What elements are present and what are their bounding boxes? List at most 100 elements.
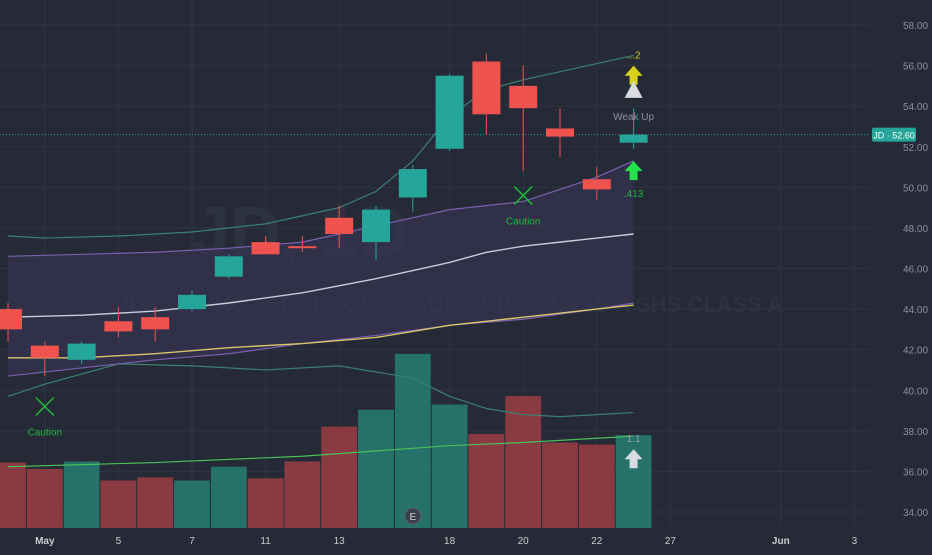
candle[interactable] [325, 205, 354, 249]
signal-label: .413 [624, 189, 644, 200]
arrow-up-icon [624, 161, 643, 181]
candle[interactable] [582, 167, 611, 200]
candle[interactable] [398, 165, 427, 212]
last-price-badge-bg [872, 127, 916, 142]
candle-body [472, 61, 501, 115]
caution-label: Caution [506, 216, 540, 227]
candles [0, 53, 648, 377]
x-tick-label: 11 [260, 536, 271, 547]
caution-x-icon [35, 396, 55, 417]
volume-bar [0, 462, 26, 528]
x-axis: May 5 7 11 13 18 20 22 27 Jun 3 [35, 536, 858, 547]
y-tick-label: 50.00 [903, 183, 928, 194]
candle[interactable] [141, 307, 170, 342]
candle[interactable] [30, 341, 59, 377]
x-tick-label: 3 [852, 536, 858, 547]
y-tick-label: 40.00 [903, 386, 928, 397]
volume-bar [137, 477, 174, 528]
y-tick-label: 54.00 [903, 102, 928, 113]
candle[interactable] [178, 290, 206, 312]
volume-bar [615, 435, 652, 528]
x-tick-label: 5 [116, 536, 122, 547]
candle[interactable] [435, 73, 464, 151]
candle-body [30, 345, 59, 358]
caution-label: Caution [28, 427, 62, 438]
volume-bar [505, 396, 542, 528]
caution-x-icon [513, 185, 533, 205]
candle-body [251, 242, 280, 255]
volume-bars [0, 353, 652, 528]
volume-bar [394, 353, 431, 528]
y-tick-label: 48.00 [903, 224, 928, 235]
candle-body [104, 321, 133, 332]
candle-body [582, 179, 611, 190]
volume-bar [284, 461, 321, 528]
signal-annotations: Caution Caution ...2 Weak Up .413 1.1 [28, 51, 655, 469]
lower-band-line [7, 363, 634, 418]
volume-average-line [7, 435, 634, 468]
volume-bar [26, 468, 63, 528]
volume-bar [578, 444, 615, 528]
candle-body [619, 134, 648, 143]
arrow-up-icon [624, 65, 643, 85]
candle[interactable] [472, 53, 501, 135]
y-tick-label: 46.00 [903, 265, 928, 276]
weak-up-triangle-icon [624, 80, 643, 98]
signal-label: ...2 [627, 51, 641, 62]
volume-bar [100, 480, 137, 528]
candle[interactable] [214, 254, 243, 279]
candle-body [509, 85, 538, 109]
candle[interactable] [251, 236, 280, 255]
candle-body [325, 217, 354, 235]
y-tick-label: 56.00 [903, 62, 928, 73]
volume-bar [542, 442, 578, 528]
y-axis: 58.00 56.00 54.00 52.00 50.00 48.00 46.00 44.00… [903, 21, 928, 519]
candle-body [362, 209, 390, 243]
candle[interactable] [546, 108, 574, 157]
y-tick-label: 42.00 [903, 346, 928, 357]
candle-body [67, 343, 96, 360]
x-tick-label: 13 [334, 536, 346, 547]
volume-bar [247, 478, 284, 528]
volume-bar [431, 404, 468, 528]
volume-bar [468, 434, 505, 528]
candle[interactable] [104, 307, 133, 338]
volume-bar [358, 409, 394, 528]
candle[interactable] [0, 302, 22, 342]
candle-body [0, 309, 22, 330]
weak-up-label: Weak Up [613, 112, 654, 123]
earnings-marker-label: E [409, 512, 416, 523]
signal-label: 1.1 [627, 434, 641, 445]
last-price-badge: JD · 52.60 [872, 127, 916, 142]
arrow-up-icon [624, 449, 643, 469]
candle-body [288, 246, 317, 249]
x-tick-label: 7 [189, 536, 195, 547]
y-tick-label: 58.00 [903, 21, 928, 32]
candle-body [398, 169, 427, 198]
candle-body [141, 317, 170, 330]
last-price-label: JD · 52.60 [873, 131, 915, 141]
y-tick-label: 38.00 [903, 427, 928, 438]
x-tick-label: Jun [772, 536, 790, 547]
candle[interactable] [509, 65, 538, 172]
candle-body [214, 256, 243, 277]
candle[interactable] [362, 205, 390, 261]
candle-body [546, 128, 574, 137]
candle[interactable] [619, 108, 648, 149]
volume-bar [321, 426, 358, 528]
moving-average-yellow [8, 304, 634, 359]
x-tick-label: May [35, 536, 55, 547]
candle-body [435, 75, 464, 149]
y-tick-label: 34.00 [903, 508, 928, 519]
x-tick-label: 18 [444, 536, 456, 547]
y-tick-label: 36.00 [903, 467, 928, 478]
volume-bar [174, 480, 210, 528]
cloud-bottom-line [7, 302, 634, 377]
candle[interactable] [67, 341, 96, 364]
x-tick-label: 22 [591, 536, 603, 547]
candle[interactable] [288, 236, 317, 253]
candle-body [178, 294, 206, 310]
earnings-marker[interactable] [404, 507, 422, 525]
